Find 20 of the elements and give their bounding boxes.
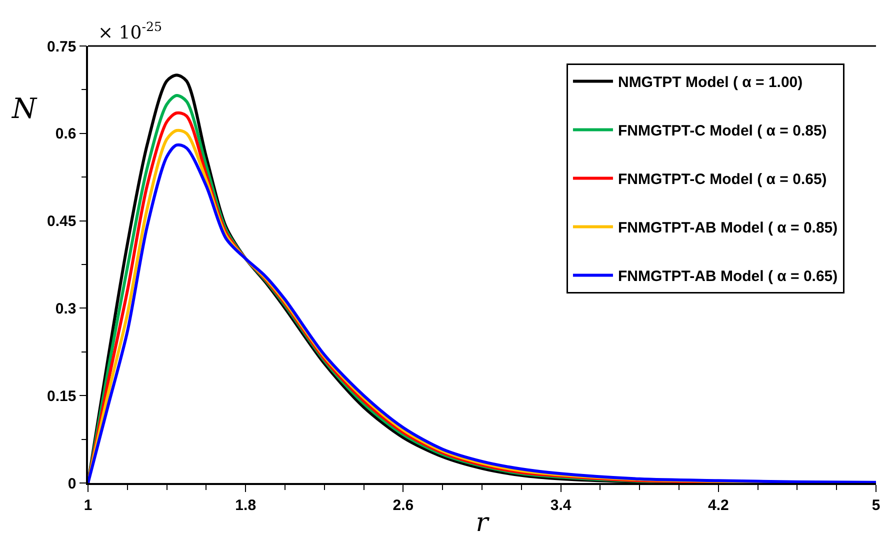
x-tick-label: 3.4 [550, 496, 572, 514]
legend-label: FNMGTPT-AB Model ( α = 0.85) [618, 220, 838, 237]
x-axis-title: r [476, 508, 490, 538]
text: × 10$^{-25}$ [98, 19, 162, 44]
x-tick-label: 5 [872, 496, 880, 514]
legend-label: FNMGTPT-C Model ( α = 0.85) [618, 122, 827, 140]
legend-label: NMGTPT Model ( α = 1.00) [618, 74, 803, 92]
x-tick-label: 1 [84, 496, 92, 514]
legend-label: FNMGTPT-C Model ( α = 0.65) [618, 171, 827, 188]
y-tick-label: 0.6 [55, 126, 76, 143]
y-tick-label: 0.75 [47, 38, 76, 56]
y-axis-title: N [11, 92, 38, 125]
legend-label: FNMGTPT-AB Model ( α = 0.65) [618, 268, 838, 286]
x-tick-label: 2.6 [392, 496, 414, 514]
x-tick-label: 1.8 [235, 496, 256, 514]
x-tick-label: 4.2 [708, 496, 729, 514]
y-tick-label: 0.3 [55, 300, 76, 318]
y-tick-label: 0 [68, 475, 76, 492]
y-tick-label: 0.45 [47, 213, 76, 230]
y-tick-label: 0.15 [47, 388, 76, 405]
